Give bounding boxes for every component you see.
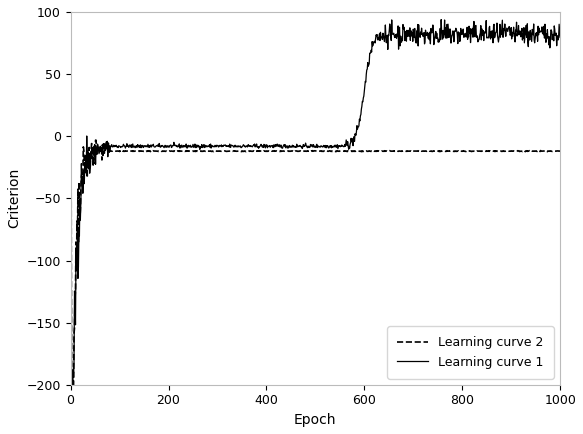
Learning curve 2 (284, 148, 291, 154)
Learning curve 2 (459, 149, 466, 154)
Learning curve 1 (118, 144, 125, 149)
Learning curve 2 (405, 148, 412, 154)
Learning curve 2 (118, 148, 125, 153)
Learning curve 1 (69, 383, 76, 388)
Learning curve 1 (68, 146, 75, 151)
Learning curve 2 (70, 388, 77, 393)
Learning curve 1 (557, 35, 564, 40)
Learning curve 1 (459, 32, 466, 37)
Learning curve 2 (450, 149, 457, 154)
Learning curve 1 (450, 31, 457, 36)
Learning curve 2 (68, 146, 75, 151)
Line: Learning curve 2: Learning curve 2 (71, 140, 560, 390)
Learning curve 2 (557, 149, 564, 154)
Learning curve 1 (404, 33, 411, 38)
Learning curve 1 (438, 17, 445, 22)
Learning curve 1 (283, 143, 290, 148)
Line: Learning curve 1: Learning curve 1 (71, 20, 560, 386)
Legend: Learning curve 2, Learning curve 1: Learning curve 2, Learning curve 1 (387, 326, 554, 378)
Learning curve 2 (266, 148, 273, 154)
Y-axis label: Criterion: Criterion (7, 168, 21, 228)
Learning curve 2 (92, 138, 99, 143)
Learning curve 1 (266, 144, 273, 149)
X-axis label: Epoch: Epoch (294, 413, 336, 427)
